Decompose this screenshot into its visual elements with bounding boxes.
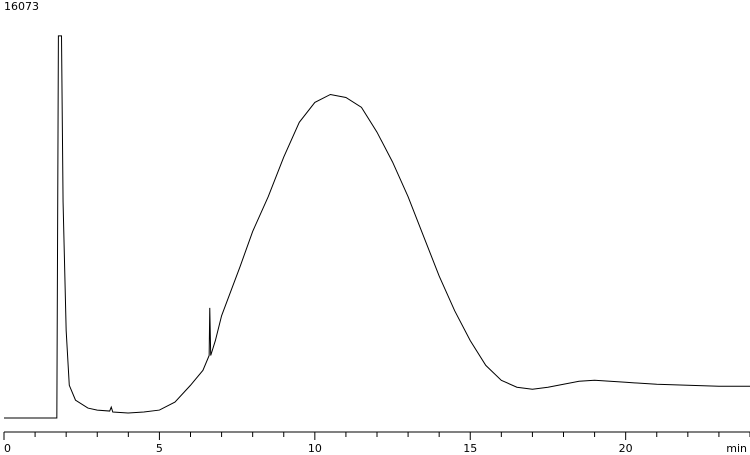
x-tick-label: 0 xyxy=(4,442,11,455)
x-tick-label: 10 xyxy=(308,442,322,455)
x-tick-label: 20 xyxy=(619,442,633,455)
x-tick-label: 5 xyxy=(156,442,163,455)
x-axis-label: min xyxy=(726,442,747,455)
y-tick-label: 16073 xyxy=(4,0,39,13)
x-tick-label: 15 xyxy=(463,442,477,455)
chromatogram-line xyxy=(4,35,750,419)
